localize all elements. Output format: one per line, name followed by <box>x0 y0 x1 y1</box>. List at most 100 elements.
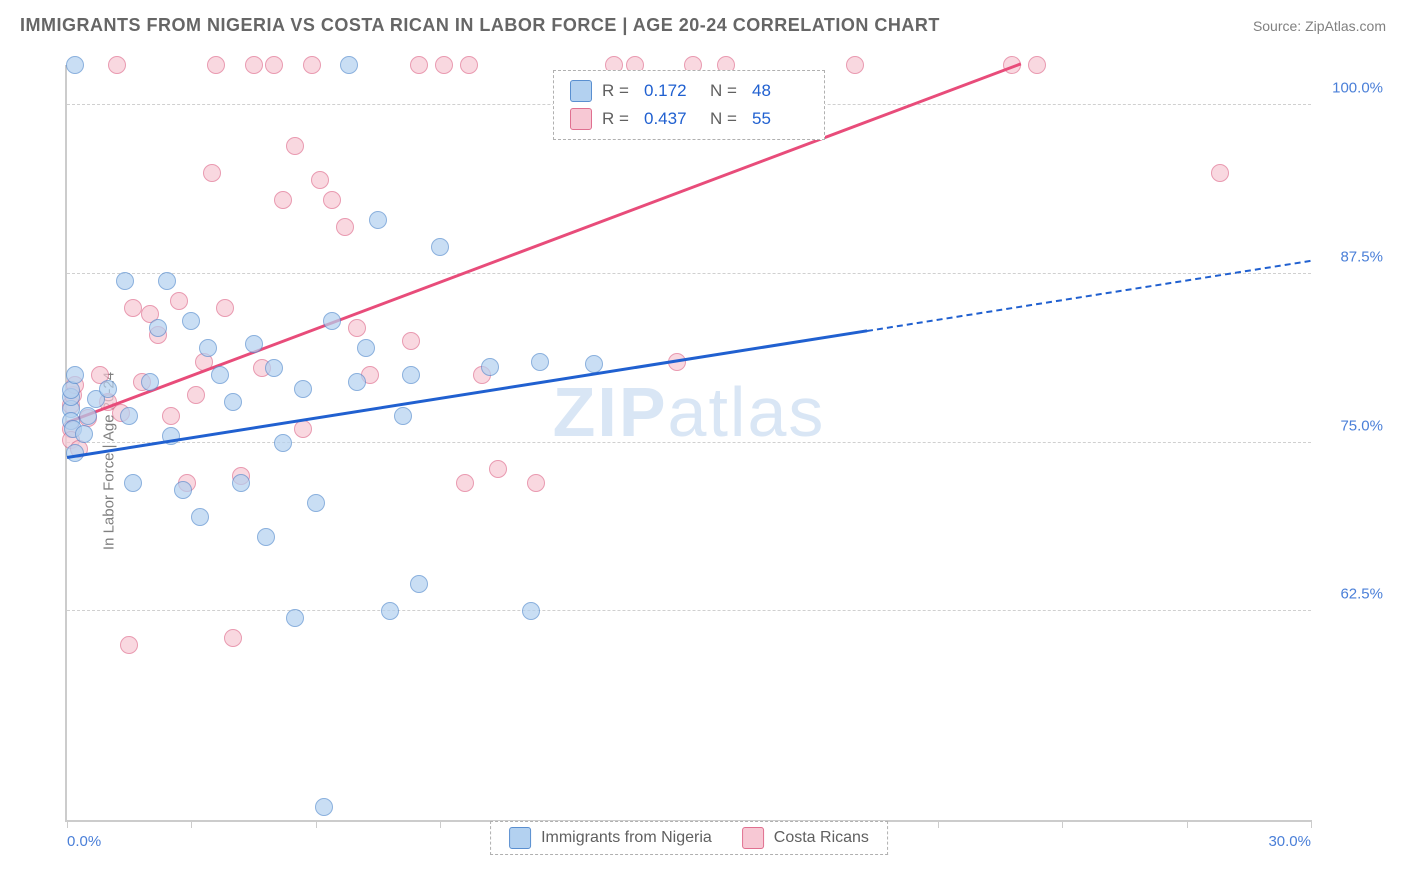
data-point <box>315 798 333 816</box>
n-value-2: 55 <box>752 109 808 129</box>
data-point <box>294 420 312 438</box>
data-point <box>120 407 138 425</box>
header: IMMIGRANTS FROM NIGERIA VS COSTA RICAN I… <box>20 15 1386 36</box>
data-point <box>456 474 474 492</box>
data-point <box>99 380 117 398</box>
x-tick <box>316 820 317 828</box>
data-point <box>402 366 420 384</box>
data-point <box>460 56 478 74</box>
data-point <box>187 386 205 404</box>
y-tick-label: 100.0% <box>1318 80 1383 97</box>
data-point <box>323 191 341 209</box>
data-point <box>79 407 97 425</box>
data-point <box>369 211 387 229</box>
data-point <box>75 425 93 443</box>
data-point <box>522 602 540 620</box>
series-name-2: Costa Ricans <box>774 829 869 847</box>
legend-swatch-1 <box>570 80 592 102</box>
legend-swatch-bottom-1 <box>509 827 531 849</box>
data-point <box>224 629 242 647</box>
data-point <box>303 56 321 74</box>
data-point <box>1028 56 1046 74</box>
data-point <box>232 474 250 492</box>
legend-swatch-bottom-2 <box>742 827 764 849</box>
data-point <box>182 312 200 330</box>
data-point <box>274 434 292 452</box>
legend-item-1: Immigrants from Nigeria <box>509 827 712 849</box>
data-point <box>207 56 225 74</box>
data-point <box>357 339 375 357</box>
gridline <box>67 610 1311 611</box>
data-point <box>124 299 142 317</box>
data-point <box>481 358 499 376</box>
data-point <box>846 56 864 74</box>
data-point <box>311 171 329 189</box>
data-point <box>286 609 304 627</box>
x-tick <box>440 820 441 828</box>
x-tick <box>938 820 939 828</box>
data-point <box>336 218 354 236</box>
chart-title: IMMIGRANTS FROM NIGERIA VS COSTA RICAN I… <box>20 15 940 36</box>
legend-swatch-2 <box>570 108 592 130</box>
data-point <box>489 460 507 478</box>
data-point <box>149 319 167 337</box>
correlation-legend: R = 0.172 N = 48 R = 0.437 N = 55 <box>553 70 825 140</box>
x-tick <box>1062 820 1063 828</box>
data-point <box>199 339 217 357</box>
data-point <box>66 366 84 384</box>
series-name-1: Immigrants from Nigeria <box>541 829 712 847</box>
source-label: Source: ZipAtlas.com <box>1253 18 1386 34</box>
data-point <box>286 137 304 155</box>
data-point <box>294 380 312 398</box>
data-point <box>381 602 399 620</box>
legend-item-2: Costa Ricans <box>742 827 869 849</box>
data-point <box>307 494 325 512</box>
gridline <box>67 442 1311 443</box>
data-point <box>348 373 366 391</box>
data-point <box>1211 164 1229 182</box>
watermark: ZIPatlas <box>553 372 826 452</box>
data-point <box>431 238 449 256</box>
data-point <box>348 319 366 337</box>
data-point <box>203 164 221 182</box>
r-value-2: 0.437 <box>644 109 700 129</box>
data-point <box>265 56 283 74</box>
x-axis-max-label: 30.0% <box>1268 833 1311 850</box>
n-value-1: 48 <box>752 81 808 101</box>
data-point <box>435 56 453 74</box>
x-axis-min-label: 0.0% <box>67 833 101 850</box>
plot-area: ZIPatlas R = 0.172 N = 48 R = 0.437 N = … <box>65 65 1311 822</box>
data-point <box>120 636 138 654</box>
n-label: N = <box>710 109 742 129</box>
data-point <box>170 292 188 310</box>
data-point <box>116 272 134 290</box>
data-point <box>257 528 275 546</box>
data-point <box>402 332 420 350</box>
data-point <box>211 366 229 384</box>
data-point <box>531 353 549 371</box>
data-point <box>66 56 84 74</box>
data-point <box>527 474 545 492</box>
data-point <box>265 359 283 377</box>
data-point <box>274 191 292 209</box>
data-point <box>224 393 242 411</box>
x-tick <box>1311 820 1312 828</box>
r-label: R = <box>602 109 634 129</box>
data-point <box>245 56 263 74</box>
y-tick-label: 87.5% <box>1318 248 1383 265</box>
data-point <box>323 312 341 330</box>
data-point <box>141 373 159 391</box>
y-tick-label: 75.0% <box>1318 417 1383 434</box>
trend-line-extrapolated <box>867 260 1311 332</box>
gridline <box>67 273 1311 274</box>
data-point <box>108 56 126 74</box>
data-point <box>158 272 176 290</box>
data-point <box>191 508 209 526</box>
data-point <box>394 407 412 425</box>
n-label: N = <box>710 81 742 101</box>
data-point <box>410 56 428 74</box>
x-tick <box>1187 820 1188 828</box>
data-point <box>174 481 192 499</box>
watermark-light: atlas <box>668 373 826 451</box>
r-label: R = <box>602 81 634 101</box>
